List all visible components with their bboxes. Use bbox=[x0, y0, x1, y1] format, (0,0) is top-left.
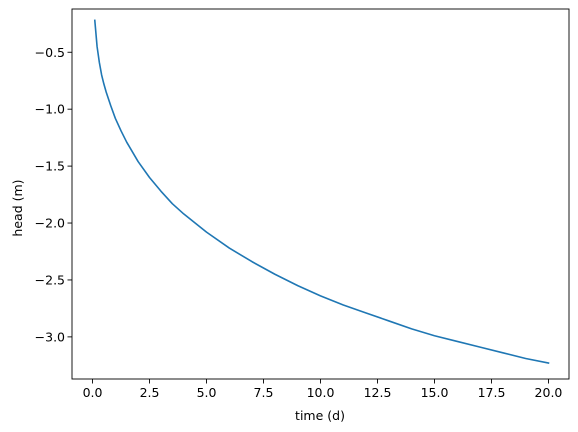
y-tick-label: −1.0 bbox=[35, 102, 65, 117]
x-tick-label: 0.0 bbox=[83, 385, 103, 400]
y-tick-label: −0.5 bbox=[35, 45, 65, 60]
y-tick-label: −2.0 bbox=[35, 216, 65, 231]
x-tick-label: 2.5 bbox=[140, 385, 160, 400]
x-tick-label: 5.0 bbox=[197, 385, 217, 400]
x-tick-label: 10.0 bbox=[307, 385, 335, 400]
x-axis-label: time (d) bbox=[295, 408, 345, 423]
y-tick-label: −1.5 bbox=[35, 159, 65, 174]
x-tick-label: 12.5 bbox=[364, 385, 392, 400]
y-tick-label: −2.5 bbox=[35, 272, 65, 287]
axes-layer: 0.0 2.5 5.0 7.5 10.0 12.5 15.0 17.5 20.0 −0.5 −1.0… bbox=[35, 8, 570, 400]
y-tick-label: −3.0 bbox=[35, 329, 65, 344]
x-tick-label: 17.5 bbox=[478, 385, 506, 400]
x-tick-label: 20.0 bbox=[535, 385, 563, 400]
series-layer bbox=[93, 19, 550, 365]
series-line-1 bbox=[93, 19, 550, 365]
x-tick-label: 15.0 bbox=[421, 385, 449, 400]
y-axis-label: head (m) bbox=[10, 179, 25, 236]
x-tick-label: 7.5 bbox=[254, 385, 274, 400]
